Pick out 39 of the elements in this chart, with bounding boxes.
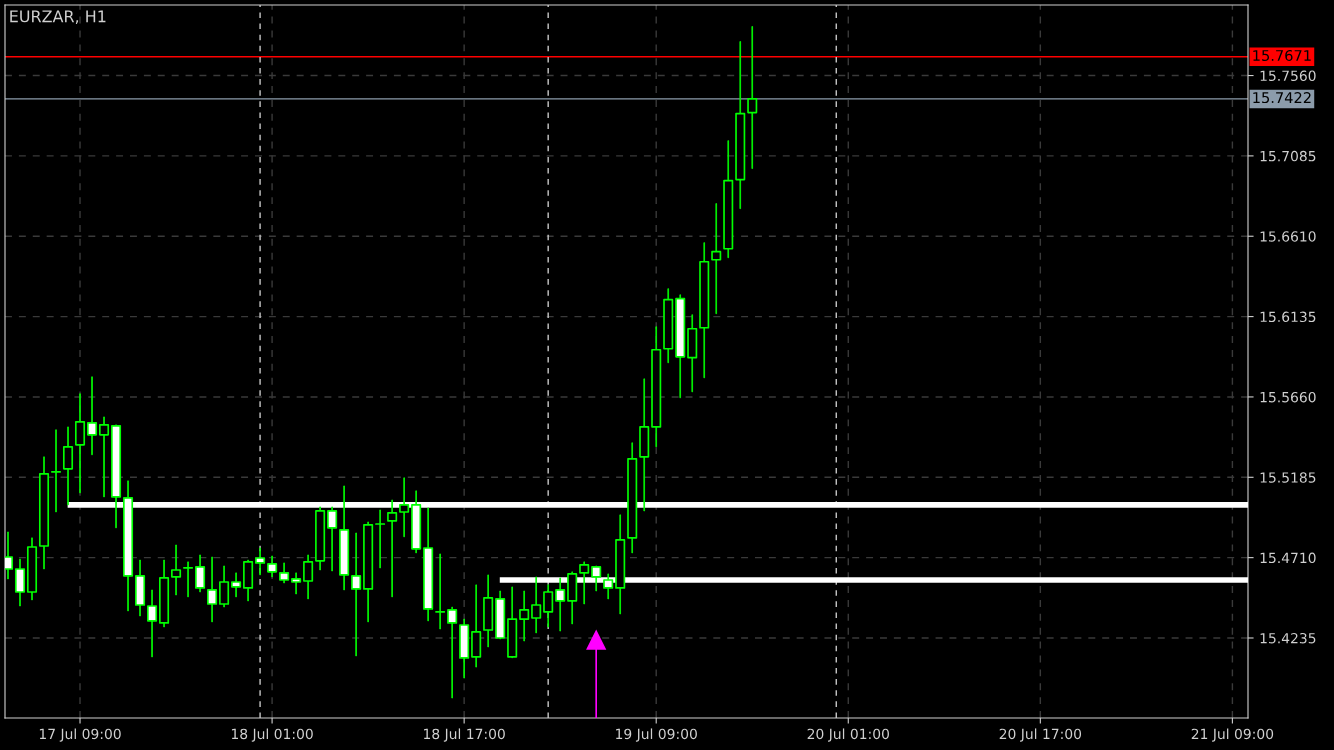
candlestick — [255, 547, 266, 576]
candlestick — [711, 203, 722, 315]
candlestick — [74, 393, 86, 494]
chart-title: EURZAR, H1 — [10, 10, 106, 24]
candlestick — [387, 499, 398, 598]
x-tick-label: 19 Jul 09:00 — [616, 728, 697, 742]
y-tick-label: 15.7085 — [1260, 150, 1316, 162]
x-tick-label: 18 Jul 17:00 — [424, 728, 505, 742]
x-tick-label: 20 Jul 17:00 — [999, 728, 1082, 742]
ref-line-label: 15.7422 — [1253, 92, 1311, 104]
y-tick-label: 15.4710 — [1260, 552, 1316, 564]
candlestick — [86, 376, 98, 456]
y-tick-label: 15.6135 — [1260, 311, 1316, 323]
y-tick-label: 15.4235 — [1260, 632, 1316, 644]
candlestick — [291, 572, 302, 595]
x-tick-label: 18 Jul 01:00 — [231, 728, 313, 742]
candlestick — [231, 572, 242, 598]
y-tick-label: 15.5185 — [1260, 472, 1316, 483]
candlestick — [147, 589, 158, 658]
ref-line-label: 15.7671 — [1253, 49, 1311, 61]
candlestick — [62, 426, 74, 506]
x-tick-label: 20 Jul 01:00 — [807, 728, 889, 742]
candlestick — [5, 531, 14, 580]
y-tick-label: 15.5660 — [1260, 391, 1316, 403]
candlestick — [447, 606, 458, 699]
candlestick — [531, 576, 542, 634]
candlestick — [519, 590, 530, 642]
candlestick — [747, 26, 758, 169]
y-tick-label: 15.7560 — [1260, 70, 1316, 82]
candlestick — [98, 416, 110, 498]
candlestick — [579, 561, 590, 605]
y-tick-label: 15.6610 — [1260, 231, 1316, 242]
candlestick — [639, 378, 650, 512]
candlestick — [351, 532, 362, 657]
x-tick-label: 21 Jul 09:00 — [1191, 728, 1274, 742]
candlestick — [399, 477, 410, 538]
candlestick — [171, 544, 182, 596]
x-tick-label: 17 Jul 09:00 — [39, 728, 121, 742]
candlestick — [207, 556, 218, 623]
